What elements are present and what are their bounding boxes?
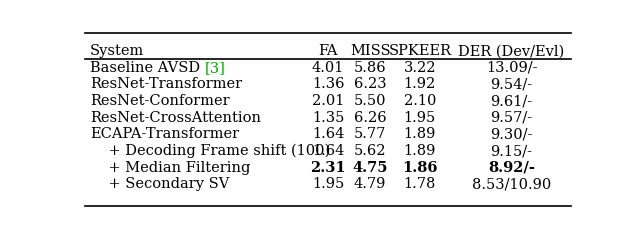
Text: 1.89: 1.89 [404,144,436,158]
Text: 1.35: 1.35 [312,111,344,125]
Text: 4.01: 4.01 [312,61,344,75]
Text: 6.23: 6.23 [354,77,387,92]
Text: System: System [90,44,144,58]
Text: 5.50: 5.50 [354,94,387,108]
Text: 9.61/-: 9.61/- [490,94,532,108]
Text: 4.79: 4.79 [354,177,387,191]
Text: 8.92/-: 8.92/- [488,161,535,175]
Text: ECAPA-Transformer: ECAPA-Transformer [90,127,239,141]
Text: 5.86: 5.86 [354,61,387,75]
Text: 5.62: 5.62 [354,144,387,158]
Text: [3]: [3] [205,61,225,75]
Text: + Secondary SV: + Secondary SV [90,177,229,191]
Text: Baseline AVSD: Baseline AVSD [90,61,205,75]
Text: 1.64: 1.64 [312,144,344,158]
Text: 4.75: 4.75 [353,161,388,175]
Text: + Decoding Frame shift (100): + Decoding Frame shift (100) [90,144,330,158]
Text: 2.10: 2.10 [404,94,436,108]
Text: ResNet-Conformer: ResNet-Conformer [90,94,230,108]
Text: 1.36: 1.36 [312,77,344,92]
Text: 1.86: 1.86 [402,161,438,175]
Text: 6.26: 6.26 [354,111,387,125]
Text: MISS: MISS [350,44,390,58]
Text: 5.77: 5.77 [354,127,387,141]
Text: 2.01: 2.01 [312,94,344,108]
Text: 9.54/-: 9.54/- [490,77,532,92]
Text: 1.78: 1.78 [404,177,436,191]
Text: SPKEER: SPKEER [388,44,451,58]
Text: 1.95: 1.95 [404,111,436,125]
Text: 1.89: 1.89 [404,127,436,141]
Text: 8.53/10.90: 8.53/10.90 [472,177,551,191]
Text: DER (Dev/Evl): DER (Dev/Evl) [458,44,564,58]
Text: 13.09/-: 13.09/- [486,61,537,75]
Text: 9.57/-: 9.57/- [490,111,532,125]
Text: 2.31: 2.31 [310,161,346,175]
Text: 9.15/-: 9.15/- [490,144,532,158]
Text: ResNet-Transformer: ResNet-Transformer [90,77,242,92]
Text: 1.92: 1.92 [404,77,436,92]
Text: + Median Filtering: + Median Filtering [90,161,250,175]
Text: ResNet-CrossAttention: ResNet-CrossAttention [90,111,261,125]
Text: 3.22: 3.22 [403,61,436,75]
Text: 1.64: 1.64 [312,127,344,141]
Text: FA: FA [318,44,338,58]
Text: 1.95: 1.95 [312,177,344,191]
Text: 9.30/-: 9.30/- [490,127,532,141]
